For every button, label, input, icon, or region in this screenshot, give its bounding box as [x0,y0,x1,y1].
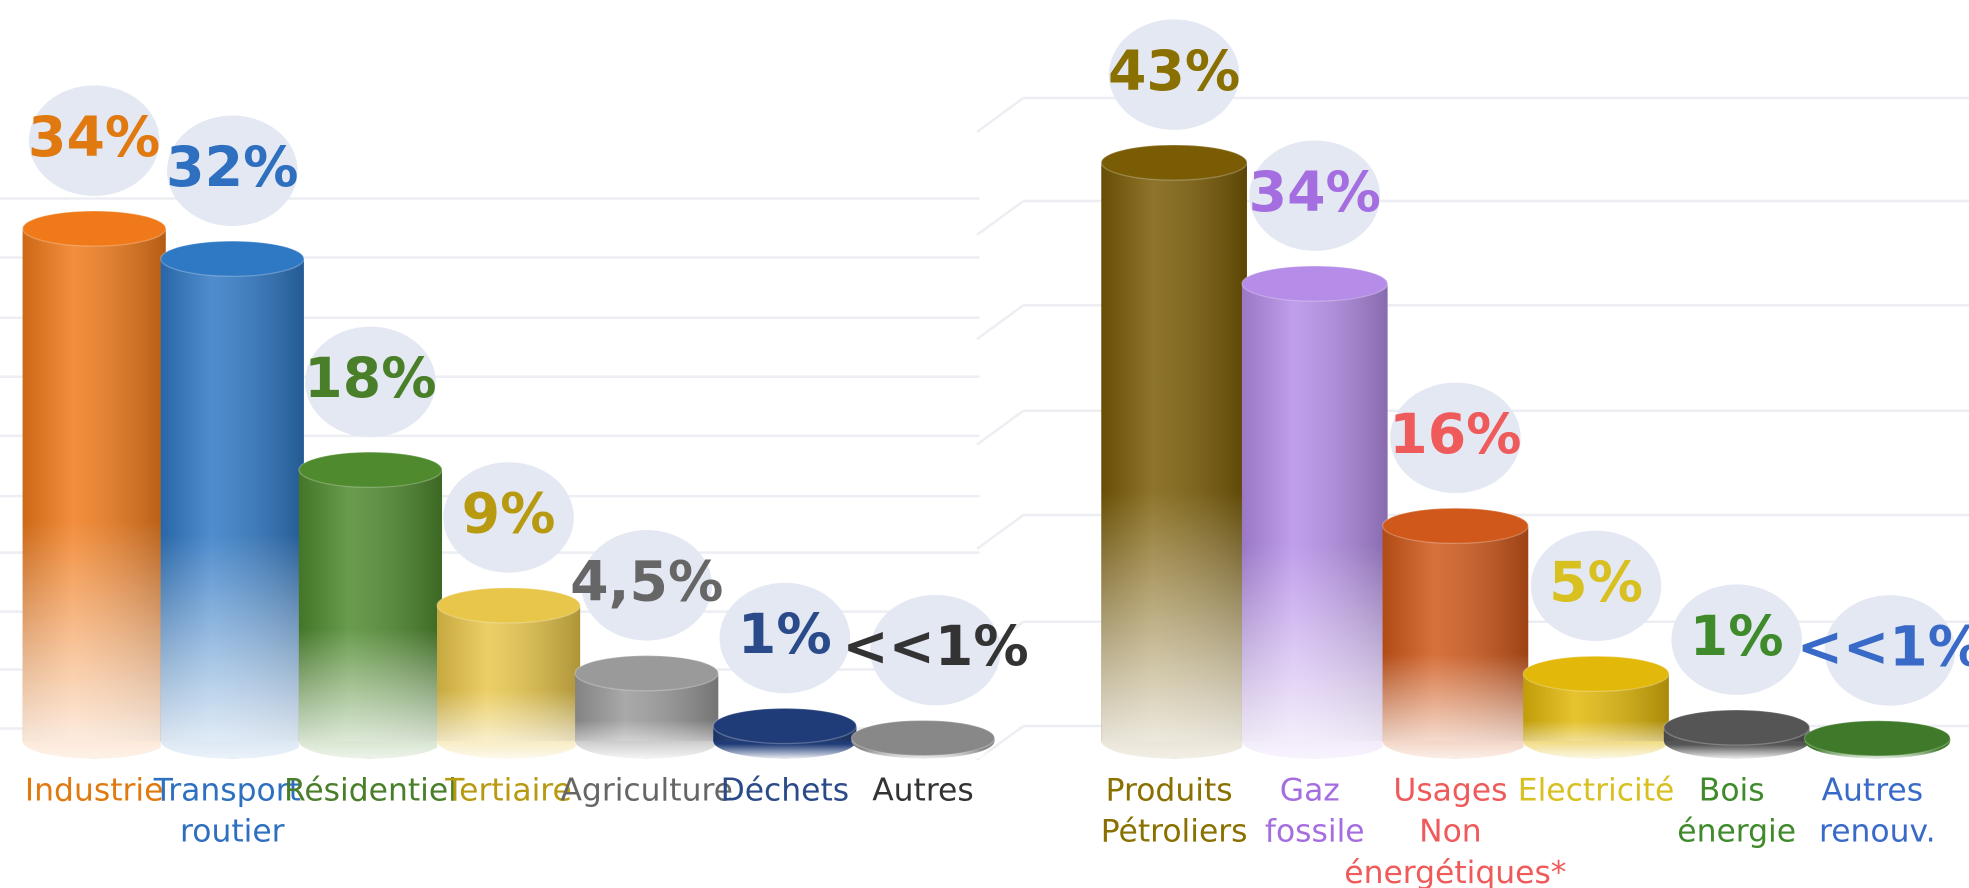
value-label: 34% [28,106,160,170]
category-label: Usages Non énergétiques* [1344,772,1566,888]
bar-fade [1101,162,1247,759]
cylinder-top [160,240,305,277]
cylinder [574,655,719,759]
label-bubble [1530,530,1662,642]
label-bubble [28,85,160,196]
cylinder [298,451,443,759]
cylinder [436,587,581,759]
cylinder [1241,265,1389,759]
category-label: Résidentiel [284,772,457,808]
cylinder-top [574,655,719,692]
cylinder [850,719,996,759]
label-bubble [870,594,1001,706]
label-bubble [443,462,574,573]
cylinder [1522,655,1670,759]
cylinder-top [21,210,167,247]
label-bubble [719,582,851,694]
bar-fade [1241,283,1388,759]
value-label: 32% [166,136,298,200]
value-label: 43% [1108,40,1240,104]
bar-fade [436,605,581,759]
cylinder-top [850,719,996,757]
category-label: Agriculture [560,772,733,808]
label-bubble [167,115,298,227]
value-label: 1% [1690,605,1784,669]
category-label: Electricité [1518,772,1675,808]
value-label: 4,5% [570,550,723,614]
bar-fade [1382,525,1529,759]
cylinder [712,707,858,759]
label-bubble [1390,382,1521,494]
cylinder [21,210,167,759]
value-label: <<1% [1797,616,1969,680]
label-bubble [1108,19,1240,130]
value-label: 18% [304,347,436,411]
label-bubble [1249,140,1381,251]
category-label: Bois énergie [1677,772,1796,849]
value-label: 9% [462,483,556,547]
value-label: 1% [738,603,832,667]
bar-fade [22,228,166,759]
value-label: 34% [1249,161,1381,225]
cylinder [1803,720,1951,759]
label-bubble [1824,595,1956,706]
category-label: Produits Pétroliers [1101,772,1248,849]
value-label: <<1% [842,615,1028,679]
category-label: Transport routier [153,772,311,849]
label-bubble [305,326,436,438]
cylinder [1381,507,1529,759]
category-label: Autres [872,772,974,808]
cylinder-top [1803,720,1951,757]
value-label: 16% [1389,403,1521,467]
category-label: Gaz fossile [1265,772,1365,849]
category-label: Autres renouv. [1819,772,1936,849]
cylinder-top [1381,507,1529,545]
cylinder-top [436,587,581,624]
cylinder-top [1100,144,1248,181]
cylinder-top [298,451,443,488]
cylinder-top [1663,709,1811,746]
bar-fade [160,258,304,759]
cylinder [160,240,305,759]
value-label: 5% [1549,551,1643,615]
cylinder [1663,709,1811,759]
category-label: Déchets [721,772,850,808]
bar-fade [298,469,443,759]
cylinder-top [1522,655,1670,692]
cylinder-top [712,707,858,745]
cylinder-top [1241,265,1389,302]
cylinder [1100,144,1248,759]
label-bubble [1671,584,1802,695]
category-label: Industrie [25,772,164,808]
category-label: Tertiaire [444,772,572,808]
label-bubble [581,530,713,641]
